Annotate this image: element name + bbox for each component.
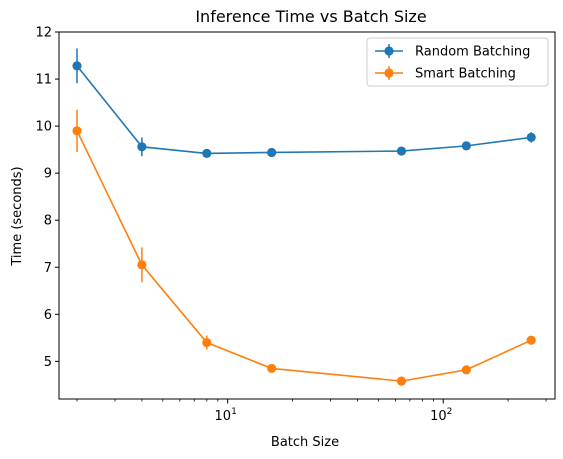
data-point [202,148,212,158]
y-tick-label: 5 [44,355,52,370]
data-point [461,365,471,375]
data-point [461,141,471,151]
legend-item: Smart Batching [375,66,516,82]
legend-label: Smart Batching [415,67,516,82]
y-tick-label: 8 [44,214,52,229]
x-tick-label: 102 [430,407,452,424]
axes-frame [58,31,556,400]
legend-box [366,37,549,87]
y-tick-label: 9 [44,167,52,182]
data-point [526,335,536,345]
y-axis-title: Time (seconds) [10,166,25,266]
legend-marker [384,68,394,78]
plot-area: 5 6 7 8 9 10 11 12 101 102 Random Batching Smart Ba… [35,26,556,424]
legend: Random Batching Smart Batching [366,37,549,87]
data-point [72,126,82,136]
series-smart-batching [72,109,536,386]
x-axis-title: Batch Size [271,435,339,450]
y-tick-label: 7 [44,261,52,276]
y-tick-label: 12 [35,26,52,41]
data-point [267,147,277,158]
data-point [396,146,407,156]
data-point [137,142,147,152]
data-point [526,132,536,142]
data-point [137,260,147,270]
y-tick-label: 10 [35,120,52,135]
data-point [267,363,277,374]
series-line [76,130,532,382]
y-tick-label: 6 [44,308,52,323]
x-tick-label: 101 [215,407,237,424]
chart-title: Inference Time vs Batch Size [195,7,426,26]
series-random-batching [72,48,536,158]
legend-label: Random Batching [415,45,530,60]
legend-item: Random Batching [375,44,530,60]
data-point [72,61,82,71]
legend-marker [384,46,394,56]
data-point [396,376,407,386]
data-point [202,337,212,348]
y-tick-label: 11 [35,73,52,88]
